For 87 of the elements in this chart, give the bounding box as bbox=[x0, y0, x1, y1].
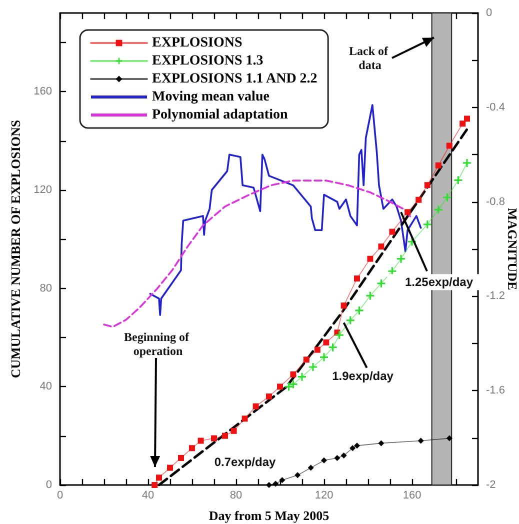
x-tick-label: 160 bbox=[402, 490, 422, 502]
point bbox=[354, 276, 360, 282]
point bbox=[156, 474, 162, 481]
point bbox=[167, 464, 173, 471]
point bbox=[328, 343, 337, 352]
annotation: 1.25exp/day bbox=[404, 275, 474, 290]
point bbox=[320, 353, 328, 362]
point bbox=[397, 254, 405, 263]
point bbox=[435, 162, 442, 168]
point bbox=[323, 339, 330, 346]
point bbox=[463, 158, 471, 167]
point bbox=[350, 445, 356, 452]
point bbox=[230, 428, 237, 434]
point bbox=[189, 445, 195, 452]
point bbox=[446, 142, 452, 149]
annotation: Beginning of operation bbox=[124, 330, 192, 358]
y-tick-label: 40 bbox=[40, 380, 52, 393]
point bbox=[389, 228, 396, 235]
point bbox=[424, 182, 430, 188]
point bbox=[418, 438, 424, 444]
point bbox=[355, 306, 364, 314]
point bbox=[308, 464, 314, 471]
x-axis-title: Day from 5 May 2005 bbox=[208, 508, 330, 523]
point bbox=[434, 206, 442, 214]
y-tick-label: 80 bbox=[40, 282, 52, 294]
x-tick-label: 80 bbox=[230, 490, 242, 502]
y2-tick-label: 0 bbox=[486, 7, 492, 19]
legend-label: Polynomial adaptation bbox=[152, 108, 288, 122]
point bbox=[279, 477, 286, 484]
point bbox=[377, 279, 386, 288]
point bbox=[367, 256, 374, 262]
point bbox=[266, 482, 272, 488]
point bbox=[454, 176, 462, 184]
point bbox=[346, 316, 354, 324]
y2-tick-label: -1.6 bbox=[486, 384, 505, 397]
point bbox=[211, 435, 217, 442]
y2-tick-label: -0.8 bbox=[486, 196, 505, 208]
point bbox=[423, 220, 432, 228]
x-tick-label: 120 bbox=[314, 490, 334, 502]
x-tick-label: 0 bbox=[56, 490, 64, 502]
annotation: Lack of data bbox=[349, 44, 391, 72]
point bbox=[340, 452, 347, 458]
point bbox=[416, 196, 422, 203]
point bbox=[354, 442, 360, 449]
point bbox=[178, 454, 184, 461]
point bbox=[309, 363, 317, 371]
point bbox=[222, 432, 228, 439]
point bbox=[378, 440, 384, 446]
x-tick-label: 40 bbox=[142, 490, 154, 502]
point bbox=[443, 193, 452, 202]
point bbox=[378, 244, 384, 250]
point bbox=[314, 346, 320, 353]
y2-tick-label: -0.4 bbox=[486, 101, 505, 114]
legend-label: EXPLOSIONS bbox=[152, 36, 242, 50]
point bbox=[446, 435, 452, 442]
point bbox=[289, 380, 298, 388]
point bbox=[198, 438, 204, 444]
legend-label: EXPLOSIONS 1.1 AND 2.2 bbox=[152, 72, 318, 86]
point bbox=[464, 116, 470, 122]
legend-label: EXPLOSIONS 1.3 bbox=[152, 54, 264, 68]
legend-label: Moving mean value bbox=[152, 90, 270, 104]
y2-tick-label: -2 bbox=[486, 479, 496, 491]
annotation: 0.7exp/day bbox=[214, 455, 276, 469]
point bbox=[272, 480, 279, 487]
y2-axis-title: MAGNITUDE bbox=[505, 208, 519, 290]
annotation: 1.9exp/day bbox=[332, 368, 394, 383]
point bbox=[290, 371, 296, 378]
y2-tick-label: -1.2 bbox=[486, 290, 505, 302]
point bbox=[266, 394, 272, 400]
y-tick-label: 120 bbox=[34, 184, 52, 196]
point bbox=[252, 403, 259, 410]
point bbox=[366, 292, 374, 300]
point bbox=[242, 416, 248, 422]
point bbox=[340, 302, 347, 309]
point bbox=[298, 372, 306, 381]
point bbox=[152, 482, 158, 488]
y-axis-title: CUMULATIVE NUMBER OF EXPLOSIONS bbox=[8, 120, 23, 378]
point bbox=[321, 457, 327, 464]
y-tick-label: 0 bbox=[46, 479, 52, 491]
y-tick-label: 160 bbox=[34, 86, 52, 98]
point bbox=[334, 454, 340, 461]
point bbox=[460, 120, 466, 127]
point bbox=[335, 331, 344, 340]
point bbox=[277, 384, 283, 390]
point bbox=[303, 356, 310, 363]
point bbox=[294, 472, 301, 478]
point bbox=[404, 209, 411, 216]
